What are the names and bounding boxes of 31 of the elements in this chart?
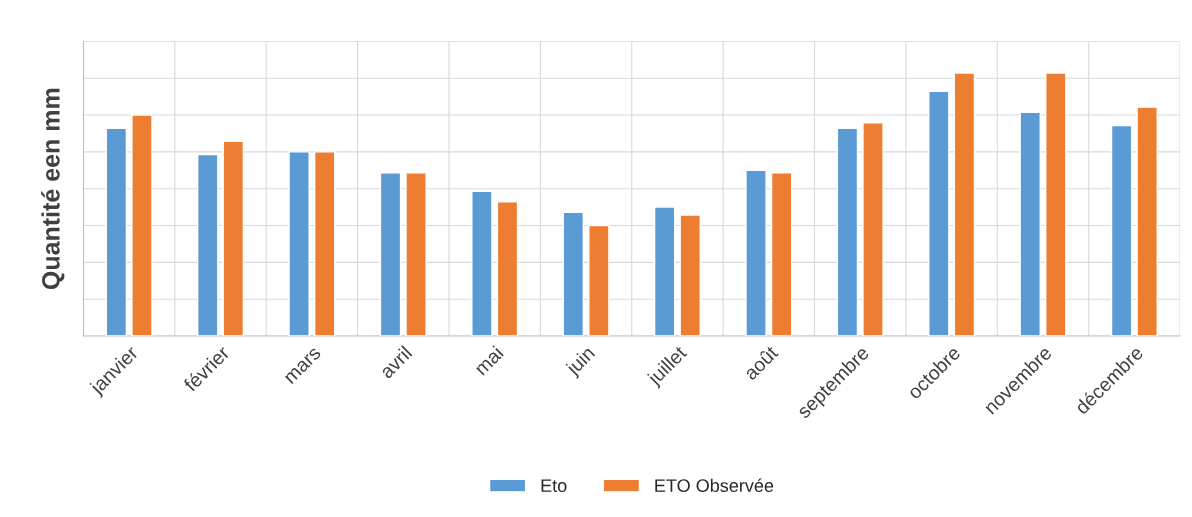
bar: [679, 214, 701, 337]
bar: [379, 172, 402, 337]
bar: [1110, 124, 1133, 337]
x-tick-label: août: [742, 344, 779, 381]
y-axis-title: Quantité een mm: [41, 88, 65, 290]
bar: [288, 151, 310, 337]
bar: [196, 153, 219, 337]
bar: [496, 201, 519, 337]
bar: [1045, 72, 1067, 337]
bar: [131, 114, 153, 337]
bar: [928, 90, 950, 337]
x-tick-label: juin: [564, 345, 598, 379]
bar: [836, 127, 859, 337]
bar: [562, 211, 585, 337]
bar: [313, 151, 336, 337]
bar: [1136, 106, 1158, 337]
bar: [1019, 111, 1041, 337]
bar: [405, 172, 427, 337]
x-tick-label: avril: [378, 345, 413, 380]
bar: [653, 206, 676, 337]
legend-label: ETO Observée: [655, 478, 774, 493]
bar: [745, 169, 767, 337]
legend-label: Eto: [541, 479, 567, 493]
bar: [770, 172, 793, 337]
bar: [953, 72, 976, 337]
x-tick-label: mai: [473, 345, 504, 376]
bar: [471, 190, 493, 337]
bar: [588, 224, 610, 337]
bar: [105, 127, 128, 337]
bar: [222, 140, 245, 337]
bar: [862, 122, 884, 337]
